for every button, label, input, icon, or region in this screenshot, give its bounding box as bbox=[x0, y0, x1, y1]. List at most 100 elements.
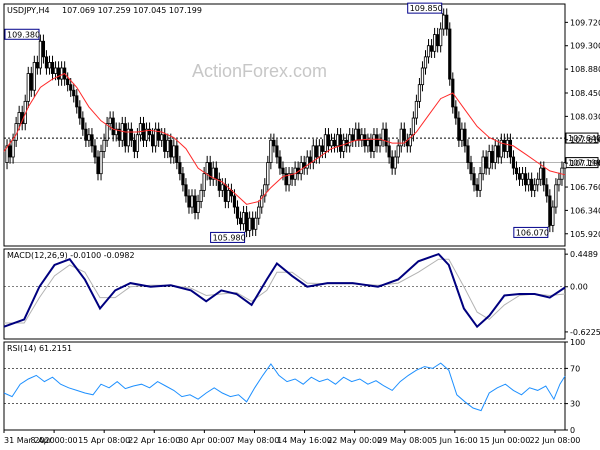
candle-body bbox=[84, 128, 88, 141]
candle-body bbox=[8, 145, 12, 158]
price-tick-label: 109.300 bbox=[570, 42, 600, 51]
candle-body bbox=[208, 162, 212, 180]
candle-body bbox=[17, 112, 21, 125]
price-annotations: 109.380 105.980 109.850 106.070 bbox=[4, 2, 551, 243]
candle-body bbox=[436, 34, 440, 47]
level-label: 107.640 bbox=[568, 134, 600, 143]
candle bbox=[126, 122, 130, 153]
candle bbox=[235, 200, 240, 225]
candle bbox=[190, 189, 194, 214]
candle bbox=[269, 133, 273, 170]
candle bbox=[378, 133, 382, 153]
time-tick-label: 8 Apr 00:00 bbox=[31, 436, 78, 445]
candle-body bbox=[402, 128, 406, 141]
candle-body bbox=[472, 173, 476, 186]
price-tick-label: 105.920 bbox=[570, 230, 600, 239]
candle-body bbox=[563, 162, 567, 169]
candle-body bbox=[135, 134, 140, 152]
price-tick-label: 107.610 bbox=[570, 136, 600, 145]
candle-body bbox=[50, 62, 55, 74]
candle bbox=[181, 167, 185, 192]
time-tick-label: 22 Jun 08:00 bbox=[530, 436, 581, 445]
candle-body bbox=[299, 162, 303, 175]
candle-body bbox=[38, 40, 42, 69]
candle bbox=[220, 178, 224, 198]
candle bbox=[78, 100, 82, 125]
candle bbox=[442, 8, 446, 36]
candle bbox=[172, 139, 176, 164]
level-label-box bbox=[565, 132, 599, 144]
candle bbox=[554, 178, 558, 214]
candle-body bbox=[548, 195, 552, 226]
rsi-header: RSI(14) 61.2151 bbox=[7, 344, 72, 353]
candle bbox=[445, 8, 449, 36]
candle-body bbox=[387, 145, 391, 158]
candle bbox=[384, 122, 388, 153]
candle-body bbox=[308, 156, 312, 163]
candle-body bbox=[323, 134, 328, 152]
candle-body bbox=[184, 184, 188, 197]
candle bbox=[263, 178, 267, 203]
candle bbox=[305, 150, 309, 175]
macd-tick-label: -0.6225 bbox=[570, 328, 600, 337]
candle-body bbox=[157, 128, 161, 141]
candle-body bbox=[44, 56, 49, 69]
candle bbox=[29, 66, 33, 97]
candle-body bbox=[475, 184, 479, 191]
candle bbox=[508, 133, 513, 164]
candle bbox=[238, 211, 243, 231]
candle-body bbox=[417, 84, 422, 102]
candle bbox=[493, 139, 497, 170]
candle-body bbox=[263, 184, 267, 197]
candle bbox=[102, 133, 106, 159]
candle-body bbox=[69, 84, 73, 91]
candle-body bbox=[29, 73, 33, 91]
candle bbox=[53, 61, 58, 81]
candle bbox=[217, 172, 221, 198]
price-y-axis: 109.720 109.300 108.880 108.450 108.030 107.6… bbox=[565, 18, 600, 239]
candle-body bbox=[414, 100, 419, 119]
candle-body bbox=[514, 167, 519, 175]
price-panel: USDJPY,H4 107.069 107.259 107.045 107.19… bbox=[3, 2, 600, 247]
candle-body bbox=[466, 145, 470, 163]
candle-body bbox=[172, 145, 176, 158]
candle-body bbox=[260, 195, 264, 208]
candle bbox=[484, 150, 488, 175]
candle-body bbox=[390, 156, 394, 169]
macd-lines bbox=[3, 252, 566, 329]
candle bbox=[563, 155, 567, 175]
candle bbox=[429, 39, 434, 58]
candle bbox=[481, 150, 485, 181]
candle bbox=[372, 128, 376, 159]
candle-body bbox=[287, 173, 291, 186]
candle-body bbox=[423, 56, 428, 69]
candle-body bbox=[102, 139, 106, 152]
candle-body bbox=[302, 162, 306, 169]
candle-body bbox=[393, 156, 397, 169]
candle bbox=[41, 34, 46, 64]
candle bbox=[132, 133, 136, 159]
candle-body bbox=[557, 178, 561, 186]
candle-body bbox=[533, 184, 537, 191]
candle bbox=[141, 116, 146, 147]
candle-body bbox=[238, 217, 243, 225]
candle-body bbox=[56, 67, 61, 80]
candle-body bbox=[114, 128, 118, 136]
candle-body bbox=[481, 156, 485, 175]
candle-body bbox=[314, 145, 318, 158]
candle bbox=[502, 133, 506, 159]
candle-body bbox=[448, 28, 452, 80]
candle bbox=[260, 189, 264, 214]
candle bbox=[75, 89, 79, 114]
candle-body bbox=[502, 139, 506, 152]
time-tick-label: 5 Jun 16:00 bbox=[432, 436, 478, 445]
candle-body bbox=[348, 134, 352, 147]
candle bbox=[514, 161, 519, 181]
candle bbox=[178, 155, 182, 181]
candle-body bbox=[111, 117, 115, 136]
candle bbox=[487, 144, 491, 175]
candle-body bbox=[220, 184, 224, 191]
candle-body bbox=[342, 139, 346, 152]
candle bbox=[439, 22, 443, 53]
candle bbox=[533, 178, 537, 198]
